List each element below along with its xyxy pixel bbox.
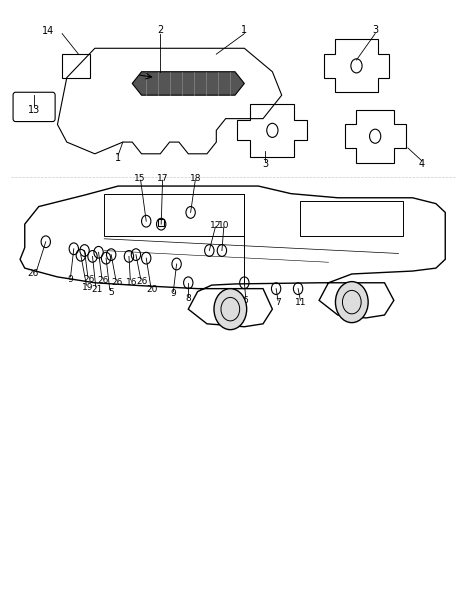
Text: 26: 26 bbox=[27, 269, 39, 278]
Text: 1: 1 bbox=[115, 154, 121, 164]
Text: 16: 16 bbox=[126, 277, 138, 287]
Text: 21: 21 bbox=[92, 284, 103, 294]
Text: 20: 20 bbox=[147, 285, 158, 294]
Text: 26: 26 bbox=[84, 274, 95, 284]
Bar bbox=[158, 219, 164, 226]
Text: 14: 14 bbox=[42, 26, 54, 36]
Text: 7: 7 bbox=[275, 298, 281, 307]
Text: 6: 6 bbox=[243, 296, 249, 305]
Text: 1: 1 bbox=[241, 25, 247, 35]
Text: 26: 26 bbox=[111, 277, 123, 287]
Text: 9: 9 bbox=[68, 274, 73, 284]
Text: 17: 17 bbox=[157, 174, 168, 183]
Text: 5: 5 bbox=[108, 287, 114, 297]
Text: 9: 9 bbox=[171, 289, 176, 299]
Text: 12: 12 bbox=[210, 221, 221, 230]
Text: 11: 11 bbox=[295, 298, 306, 307]
Text: 2: 2 bbox=[157, 25, 164, 35]
Text: 15: 15 bbox=[133, 174, 145, 183]
Text: 18: 18 bbox=[189, 174, 201, 183]
Circle shape bbox=[336, 282, 368, 323]
Text: 26: 26 bbox=[136, 276, 148, 286]
Text: 26: 26 bbox=[98, 276, 109, 285]
Circle shape bbox=[214, 289, 247, 330]
Text: 4: 4 bbox=[419, 160, 425, 170]
Text: 8: 8 bbox=[185, 294, 191, 303]
Text: 13: 13 bbox=[28, 105, 40, 115]
Text: 19: 19 bbox=[82, 283, 94, 292]
Polygon shape bbox=[132, 72, 244, 95]
Text: 3: 3 bbox=[262, 160, 268, 170]
Text: 3: 3 bbox=[372, 25, 378, 35]
Text: 10: 10 bbox=[218, 221, 229, 230]
